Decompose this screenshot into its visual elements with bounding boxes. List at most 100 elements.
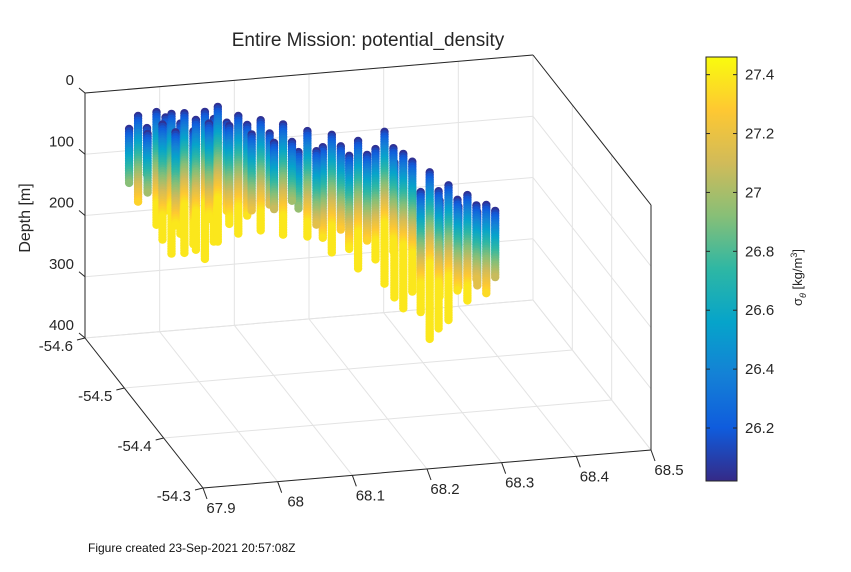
y-tick-label: -54.4 [117,438,151,455]
grid-line [233,325,353,476]
grid-line [532,115,652,267]
colorbar-tick-label: 26.8 [745,243,774,260]
data-point [303,232,312,241]
colorbar [705,56,738,482]
box-edge [84,54,534,94]
grid-line [124,349,573,389]
data-point [287,196,297,205]
data-point [191,245,201,254]
y-tick-label: -54.5 [78,388,112,405]
z-tick-mark [78,210,86,216]
box-edge [532,54,652,206]
data-point [473,281,482,290]
colorbar-tick-label: 26.4 [745,361,774,378]
x-tick-mark [426,468,432,481]
colorbar-tick-label: 27 [745,184,762,201]
data-point [158,235,167,244]
data-point [234,229,243,238]
x-tick-mark [351,475,357,487]
data-point [225,219,234,229]
x-tick-mark [501,462,507,474]
z-tick-label: 400 [49,317,74,334]
data-point [472,274,481,284]
figure-footer: Figure created 23-Sep-2021 20:57:08Z [88,541,296,555]
y-tick-label: -54.3 [157,488,191,505]
colorbar-tick-label: 26.2 [745,420,774,437]
data-point [200,254,210,264]
data-point [294,204,303,213]
data-point [247,206,256,215]
grid-line [383,312,503,463]
z-tick-label: 100 [49,133,74,150]
data-point [482,289,491,298]
data-point [318,233,327,242]
data-point [463,296,472,305]
data-point [444,315,453,325]
x-tick-mark [202,487,208,500]
data-point [408,287,417,296]
data-point [399,304,408,313]
z-axis-label: Depth [m] [17,183,34,252]
data-point [345,244,354,254]
data-point [336,225,345,234]
grid-line [532,238,652,390]
z-tick-mark [78,148,86,155]
data-point [425,334,434,344]
data-point [143,188,152,197]
grid-line [457,306,577,457]
x-tick-mark [277,481,283,493]
data-point [353,264,363,273]
x-tick-label: 68 [287,494,304,511]
y-axis-line [84,337,204,489]
data-point [491,272,500,282]
z-tick-label: 200 [49,195,74,212]
chart-title: Entire Mission: potential_density [232,30,505,51]
data-point [171,221,180,230]
data-point [327,248,336,257]
data-point [390,293,399,302]
grid-line [84,299,534,339]
grid-line [532,299,652,451]
data-point [269,204,279,214]
colorbar-label: σθ [kg/m3] [789,249,808,306]
colorbar-tick-label: 27.4 [745,67,774,84]
data-point [213,237,222,246]
x-tick-label: 68.5 [654,462,683,479]
x-tick-mark [650,449,656,462]
grid-line [159,331,279,482]
z-tick-mark [78,271,86,278]
grid-line [163,399,612,439]
y-tick-mark [194,487,204,491]
data-point [416,307,425,317]
z-tick-label: 300 [49,256,74,273]
data-point [371,255,380,264]
grid-line [308,318,428,470]
data-point [124,178,134,188]
x-tick-mark [575,456,581,468]
z-tick-mark [78,87,86,94]
z-tick-label: 0 [66,72,74,89]
data-point [453,286,462,295]
y-tick-mark [116,387,125,391]
data-point [362,236,372,245]
x-tick-label: 68.3 [505,475,534,492]
y-tick-mark [76,337,86,341]
data-point [256,226,265,235]
colorbar-tick-label: 26.6 [745,302,774,319]
data-point [180,248,189,258]
grid-line [532,177,652,328]
data-point [167,249,176,258]
data-point [380,279,389,288]
x-tick-label: 68.4 [580,468,609,485]
x-tick-label: 68.2 [430,481,459,498]
x-tick-label: 67.9 [206,500,235,517]
data-point [133,197,143,206]
y-tick-label: -54.6 [39,338,73,355]
z-tick-mark [78,332,86,339]
data-point [434,324,443,333]
x-tick-label: 68.1 [356,487,385,504]
colorbar-tick-label: 27.2 [745,126,774,143]
data-point [389,246,398,256]
